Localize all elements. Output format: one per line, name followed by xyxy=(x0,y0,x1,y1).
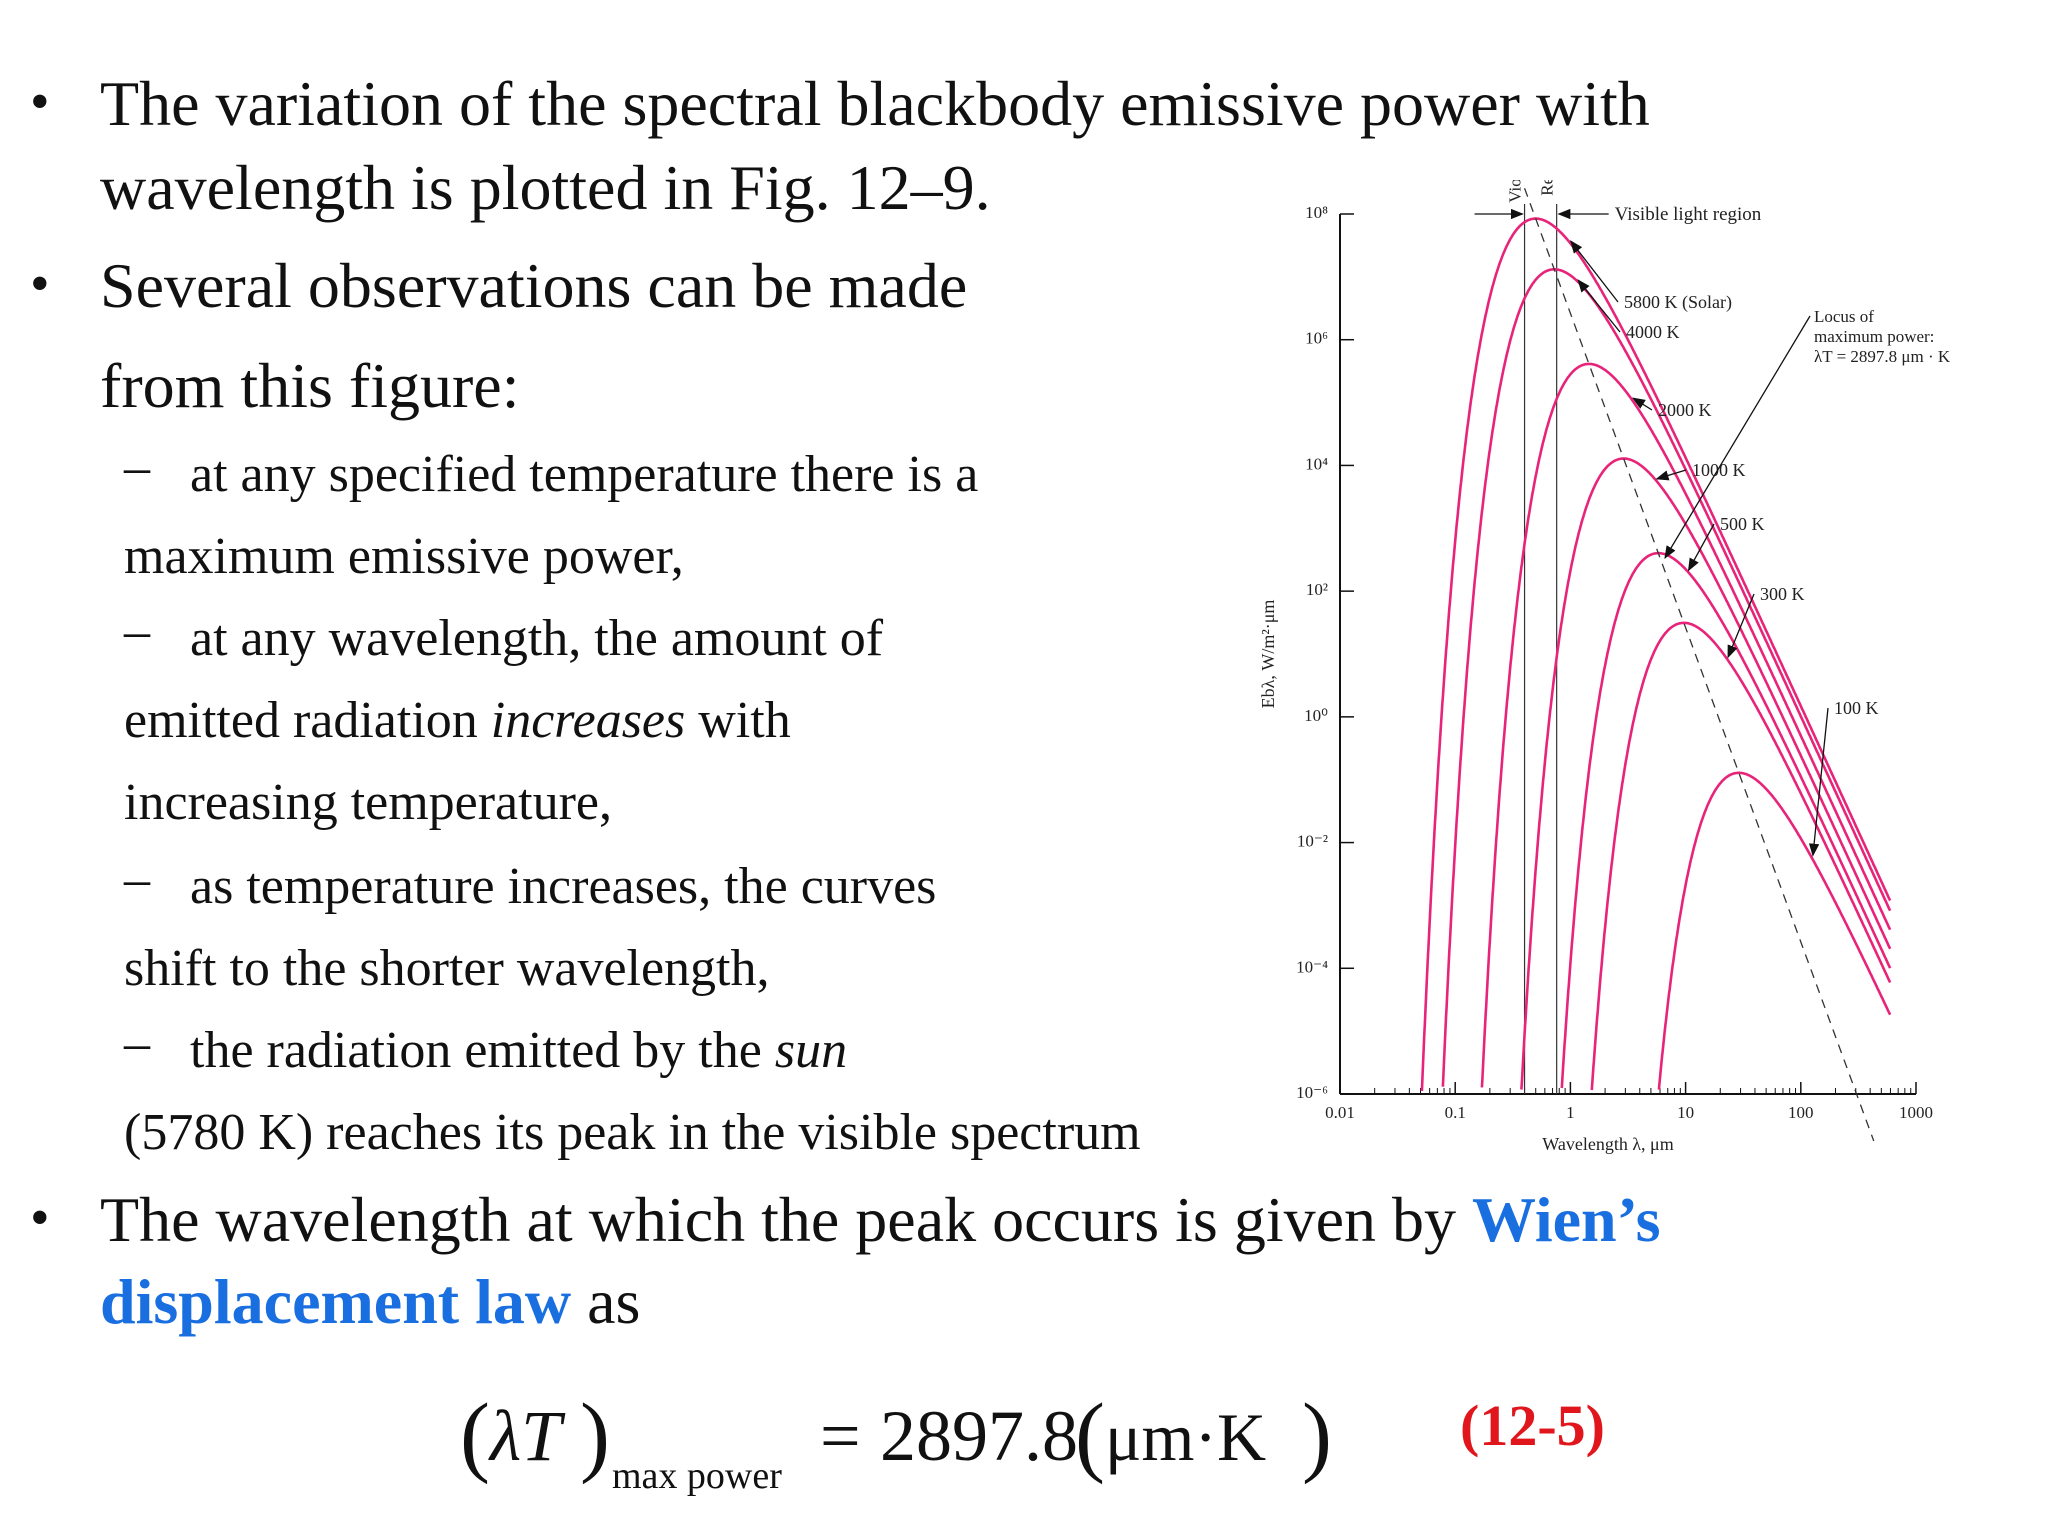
series-label-5800k: 5800 K (Solar) xyxy=(1624,292,1732,313)
eq-subscript: max power xyxy=(612,1455,782,1497)
curve-500k xyxy=(1560,551,1892,1089)
visible-region-label: Visible light region xyxy=(1615,204,1762,225)
series-label-500k: 500 K xyxy=(1720,514,1765,534)
x-tick-label: 0.1 xyxy=(1445,1103,1466,1122)
eq-units-open: ( xyxy=(1075,1386,1105,1485)
y-tick-label: 10⁶ xyxy=(1305,329,1328,348)
equation-number: (12-5) xyxy=(1460,1393,1605,1458)
eq-lambda-t: λT xyxy=(488,1396,566,1476)
eq-units: μm·K xyxy=(1105,1399,1266,1475)
locus-label-line: λT = 2897.8 μm · K xyxy=(1814,347,1951,366)
sub-2-line2-b: with xyxy=(685,692,791,749)
sub-2-line2: emitted radiation increases with xyxy=(124,680,791,762)
label-arrow-1000k xyxy=(1655,469,1687,481)
bullet-3-line1: The wavelength at which the peak occurs … xyxy=(100,1180,1660,1260)
x-tick-label: 0.01 xyxy=(1325,1103,1355,1122)
y-tick-label: 10⁸ xyxy=(1305,203,1328,222)
curve-300k xyxy=(1590,621,1892,1091)
wien-equation: ( λT ) max power = 2897.8 ( μm·K ) xyxy=(460,1386,1332,1497)
sub-2-line2-a: emitted radiation xyxy=(124,692,491,749)
sub-4-dash: – xyxy=(124,1015,150,1072)
y-axis-label: Ebλ, W/m²·μm xyxy=(1258,600,1278,709)
bullet-3-line2-b: as xyxy=(571,1266,641,1337)
series-label-300k: 300 K xyxy=(1760,584,1805,604)
x-axis-label: Wavelength λ, μm xyxy=(1542,1134,1673,1154)
sub-2-line1: at any wavelength, the amount of xyxy=(190,610,884,667)
sub-4-line2: (5780 K) reaches its peak in the visible… xyxy=(124,1104,1141,1161)
x-tick-label: 1 xyxy=(1566,1103,1575,1122)
eq-units-close: ) xyxy=(1302,1386,1332,1485)
bullet-2-line1: Several observations can be made xyxy=(100,250,968,321)
sub-2-line2-em: increases xyxy=(490,692,686,749)
x-tick-label: 100 xyxy=(1788,1103,1814,1122)
label-arrow-100k xyxy=(1808,707,1829,857)
series-label-4000k: 4000 K xyxy=(1626,322,1680,342)
blackbody-chart: 10⁸ 10⁶ 10⁴ 10² 10⁰ 10⁻² 10⁻⁴ 10⁻⁶0.01 0.1 1 10 100… xyxy=(1258,180,1951,1154)
y-tick-label: 10² xyxy=(1306,580,1328,599)
bullet-3-dot: • xyxy=(30,1187,50,1249)
red-label: Red xyxy=(1538,180,1557,196)
sub-3-dash: – xyxy=(124,851,150,908)
series-label-1000k: 1000 K xyxy=(1692,460,1746,480)
curve-2000k xyxy=(1480,362,1892,1088)
label-arrow-5800k xyxy=(1570,240,1619,303)
y-tick-label: 10⁻⁴ xyxy=(1296,957,1328,976)
sub-4-line1-em: sun xyxy=(774,1022,848,1079)
label-arrow-4000k xyxy=(1577,279,1621,333)
sub-3-line2: shift to the shorter wavelength, xyxy=(124,940,770,997)
label-arrow-500k xyxy=(1687,523,1715,572)
locus-label-line: maximum power: xyxy=(1814,327,1934,346)
sub-1-line2: maximum emissive power, xyxy=(124,528,684,585)
violet-label: Violet xyxy=(1506,180,1525,203)
y-tick-label: 10⁴ xyxy=(1305,454,1328,473)
series-label-100k: 100 K xyxy=(1834,698,1879,718)
displacement-law-highlight: displacement law xyxy=(100,1266,572,1337)
label-arrow-2000k xyxy=(1632,397,1653,411)
eq-value: 2897.8 xyxy=(880,1396,1078,1476)
sub-2-line3: increasing temperature, xyxy=(124,774,612,831)
label-arrow-300k xyxy=(1727,593,1755,659)
bullet-1-line1: The variation of the spectral blackbody … xyxy=(100,68,1650,139)
eq-close-paren: ) xyxy=(580,1386,610,1485)
curve-4000k xyxy=(1441,268,1892,1087)
sub-3-line1: as temperature increases, the curves xyxy=(190,858,937,915)
curve-1000k xyxy=(1520,457,1892,1090)
curve-5800k xyxy=(1420,217,1892,1092)
sub-1-line1: at any specified temperature there is a xyxy=(190,446,979,503)
eq-equals: = xyxy=(820,1396,861,1476)
sub-2-dash: – xyxy=(124,603,150,660)
sub-4-line1: the radiation emitted by the sun xyxy=(190,1010,847,1092)
wiens-highlight: Wien’s xyxy=(1472,1184,1661,1255)
curve-100k xyxy=(1657,771,1892,1090)
bullet-3-line1-a: The wavelength at which the peak occurs … xyxy=(100,1184,1472,1255)
sub-1-dash: – xyxy=(124,439,150,496)
locus-arrow xyxy=(1664,315,1811,560)
bullet-1-dot: • xyxy=(30,71,50,133)
x-tick-label: 10 xyxy=(1677,1103,1694,1122)
sub-4-line1-a: the radiation emitted by the xyxy=(190,1022,775,1079)
bullet-1-line2: wavelength is plotted in Fig. 12–9. xyxy=(100,152,991,223)
locus-label-line: Locus of xyxy=(1814,307,1874,326)
bullet-3-line2: displacement law as xyxy=(100,1262,640,1342)
x-tick-label: 1000 xyxy=(1899,1103,1933,1122)
y-tick-label: 10⁻⁶ xyxy=(1296,1083,1328,1102)
bullet-2-dot: • xyxy=(30,253,50,315)
y-tick-label: 10⁻² xyxy=(1297,832,1328,851)
series-label-2000k: 2000 K xyxy=(1658,400,1712,420)
y-tick-label: 10⁰ xyxy=(1304,706,1328,725)
bullet-2-line2: from this figure: xyxy=(100,350,520,421)
eq-open-paren: ( xyxy=(460,1386,490,1485)
